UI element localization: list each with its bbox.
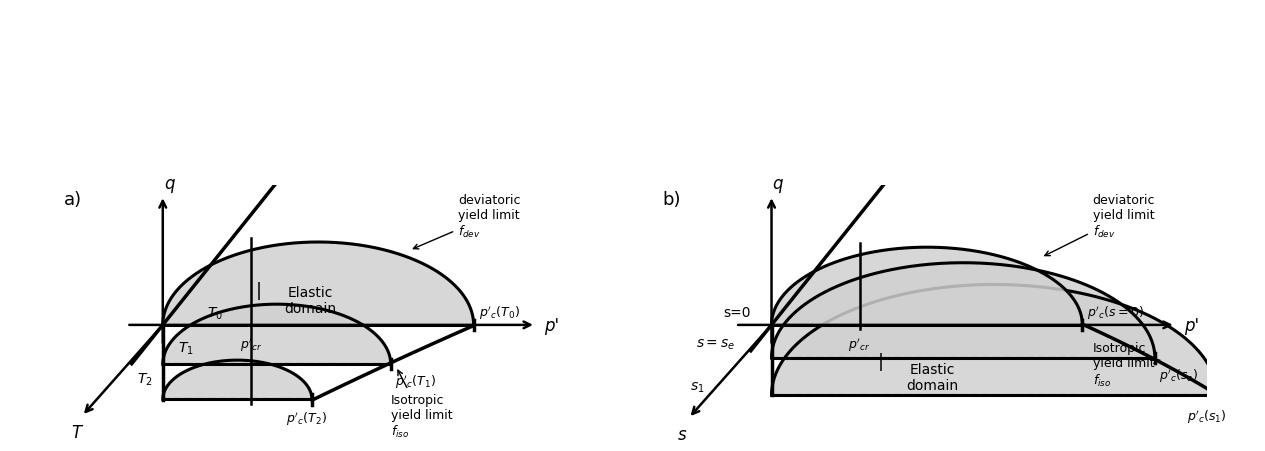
Polygon shape <box>163 360 312 400</box>
Text: $p'_{cr}$: $p'_{cr}$ <box>239 336 262 353</box>
Text: $T_1$: $T_1$ <box>177 340 194 356</box>
Text: $p'_{cr}$: $p'_{cr}$ <box>849 336 870 353</box>
Text: $s=s_e$: $s=s_e$ <box>696 336 735 351</box>
Text: q: q <box>773 175 783 193</box>
Text: deviatoric
yield limit
$f_{dev}$: deviatoric yield limit $f_{dev}$ <box>1045 193 1155 256</box>
Text: p': p' <box>1184 316 1199 334</box>
Polygon shape <box>772 248 1083 325</box>
Text: $T_2$: $T_2$ <box>137 371 152 387</box>
Text: b): b) <box>663 191 682 209</box>
Text: $p'_c(s{=}0)$: $p'_c(s{=}0)$ <box>1087 304 1144 321</box>
Text: s=0: s=0 <box>724 305 751 319</box>
Text: $p'_c(s_e)$: $p'_c(s_e)$ <box>1159 367 1198 384</box>
Text: $T_0$: $T_0$ <box>206 305 223 321</box>
Text: Elastic
domain: Elastic domain <box>283 285 336 315</box>
Polygon shape <box>772 285 1217 396</box>
Text: $p'_c(T_2)$: $p'_c(T_2)$ <box>286 410 328 428</box>
Text: $|$: $|$ <box>878 350 883 373</box>
Text: q: q <box>163 175 175 193</box>
Text: deviatoric
yield limit
$f_{dev}$: deviatoric yield limit $f_{dev}$ <box>414 193 521 249</box>
Polygon shape <box>163 243 473 325</box>
Text: $|$: $|$ <box>256 279 261 301</box>
Text: $p'_c(T_1)$: $p'_c(T_1)$ <box>395 373 435 390</box>
Text: Elastic
domain: Elastic domain <box>906 362 958 392</box>
Text: $s_1$: $s_1$ <box>689 380 705 394</box>
Text: Isotropic
yield limit
$f_{iso}$: Isotropic yield limit $f_{iso}$ <box>1093 341 1160 388</box>
Text: a): a) <box>65 191 82 209</box>
Text: s: s <box>678 425 687 443</box>
Text: $p'_c(T_0)$: $p'_c(T_0)$ <box>479 304 520 321</box>
Text: T: T <box>72 423 82 442</box>
Text: Isotropic
yield limit
$f_{iso}$: Isotropic yield limit $f_{iso}$ <box>391 370 453 439</box>
Polygon shape <box>163 304 391 364</box>
Text: $p'_c(s_1)$: $p'_c(s_1)$ <box>1187 408 1227 425</box>
Text: p': p' <box>544 316 559 334</box>
Polygon shape <box>772 263 1155 358</box>
